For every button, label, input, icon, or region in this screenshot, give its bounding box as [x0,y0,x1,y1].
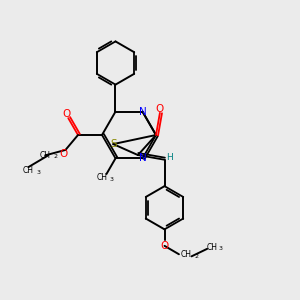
Text: O: O [63,109,71,119]
Text: N: N [139,106,146,117]
Text: CH: CH [206,243,218,252]
Text: CH: CH [97,173,107,182]
Text: N: N [139,153,146,164]
Text: 3: 3 [36,170,40,175]
Text: 3: 3 [219,246,223,251]
Text: O: O [160,241,169,251]
Text: CH: CH [40,151,51,160]
Text: H: H [167,153,173,162]
Text: CH: CH [23,166,34,175]
Text: CH: CH [181,250,192,260]
Text: 3: 3 [110,177,114,182]
Text: 2: 2 [53,154,57,159]
Text: 2: 2 [194,254,198,259]
Text: O: O [59,148,67,158]
Text: O: O [156,104,164,114]
Text: S: S [110,139,117,149]
